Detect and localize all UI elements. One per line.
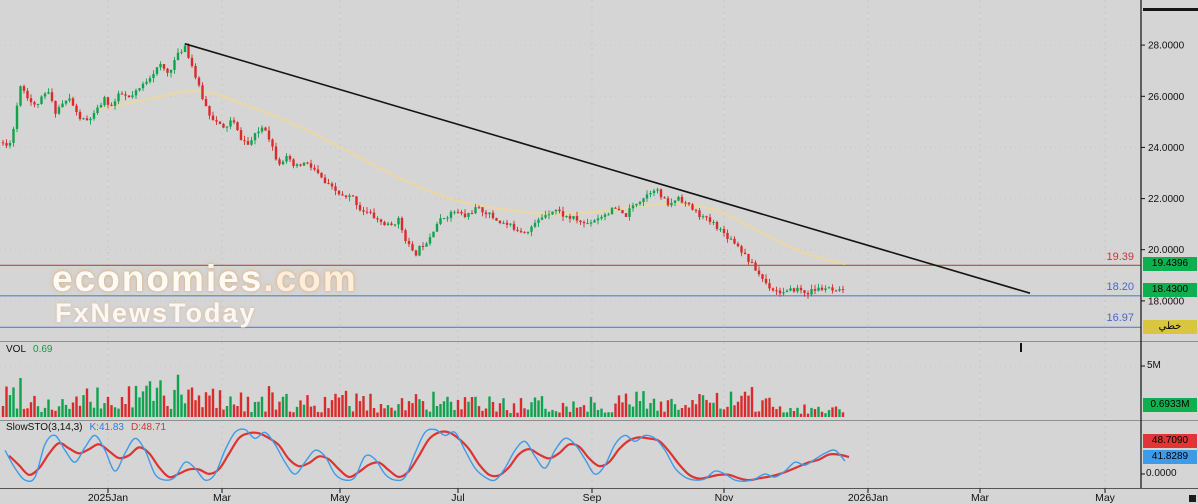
stochastic-zero-label: 0.0000 (1146, 468, 1177, 479)
last-price-box: 18.4300 (1143, 283, 1197, 297)
y-axis-labels[interactable]: 28.0000 26.0000 24.0000 22.0000 20.0000 18.00… (1141, 41, 1185, 308)
x-axis-tick-label: 2026Jan (848, 492, 888, 504)
volume-pane-header: VOL 0.69 (6, 344, 59, 355)
volume-cursor-mark (1020, 343, 1022, 352)
stochastic-label: SlowSTO(3,14,3) (6, 422, 83, 433)
volume-label: VOL (6, 344, 27, 355)
x-axis-tick-label: May (1095, 492, 1116, 504)
stochastic-k-line (4, 428, 846, 483)
x-axis-labels[interactable]: 2025Jan Mar May Jul Sep Nov 2026Jan Mar May (88, 488, 1116, 504)
last-volume-box: 0.6933M (1143, 398, 1197, 412)
resize-corner[interactable] (1189, 495, 1196, 502)
grid-layer (0, 0, 1141, 488)
x-axis-tick-label: May (330, 492, 351, 504)
x-axis-tick-label: Mar (971, 492, 990, 504)
ma-value-box: 19.4396 (1143, 257, 1197, 271)
axis-top-marker (1143, 8, 1198, 11)
volume-value: 0.69 (33, 344, 53, 355)
moving-average-line (99, 89, 846, 266)
horizontal-levels-layer (0, 264, 1141, 328)
stochastic-d-label: D:48.71 (131, 422, 167, 433)
stochastic-pane-header: SlowSTO(3,14,3) K:41.83 D:48.71 (6, 422, 173, 433)
trendline[interactable] (184, 43, 1031, 294)
x-axis-tick-label: Nov (715, 492, 734, 504)
level-label-19-39: 19.39 (1106, 251, 1134, 263)
x-axis-tick-label: 2025Jan (88, 492, 128, 504)
level-label-16-97: 16.97 (1106, 312, 1134, 324)
y-axis-tick-label: 20.0000 (1148, 245, 1185, 256)
stochastic-d-line (8, 430, 850, 482)
y-axis-tick-label: 28.0000 (1148, 41, 1185, 52)
y-axis-tick-label: 22.0000 (1148, 194, 1185, 205)
x-axis-tick-label: Mar (213, 492, 232, 504)
stochastic-k-box: 41.8289 (1143, 450, 1197, 464)
x-axis-tick-label: Sep (583, 492, 602, 504)
volume-axis-label: 5M (1147, 360, 1161, 371)
y-axis-tick-label: 18.0000 (1148, 296, 1185, 307)
y-axis-tick-label: 26.0000 (1148, 92, 1185, 103)
stochastic-k-label: K:41.83 (89, 422, 124, 433)
stochastic-d-box: 48.7090 (1143, 434, 1197, 448)
x-axis-tick-label: Jul (451, 492, 464, 504)
level-label-18-20: 18.20 (1106, 281, 1134, 293)
line-style-box: خطي (1143, 320, 1197, 334)
volume-bars-layer (1, 374, 845, 417)
y-axis-tick-label: 24.0000 (1148, 143, 1185, 154)
candles-layer (1, 43, 845, 299)
